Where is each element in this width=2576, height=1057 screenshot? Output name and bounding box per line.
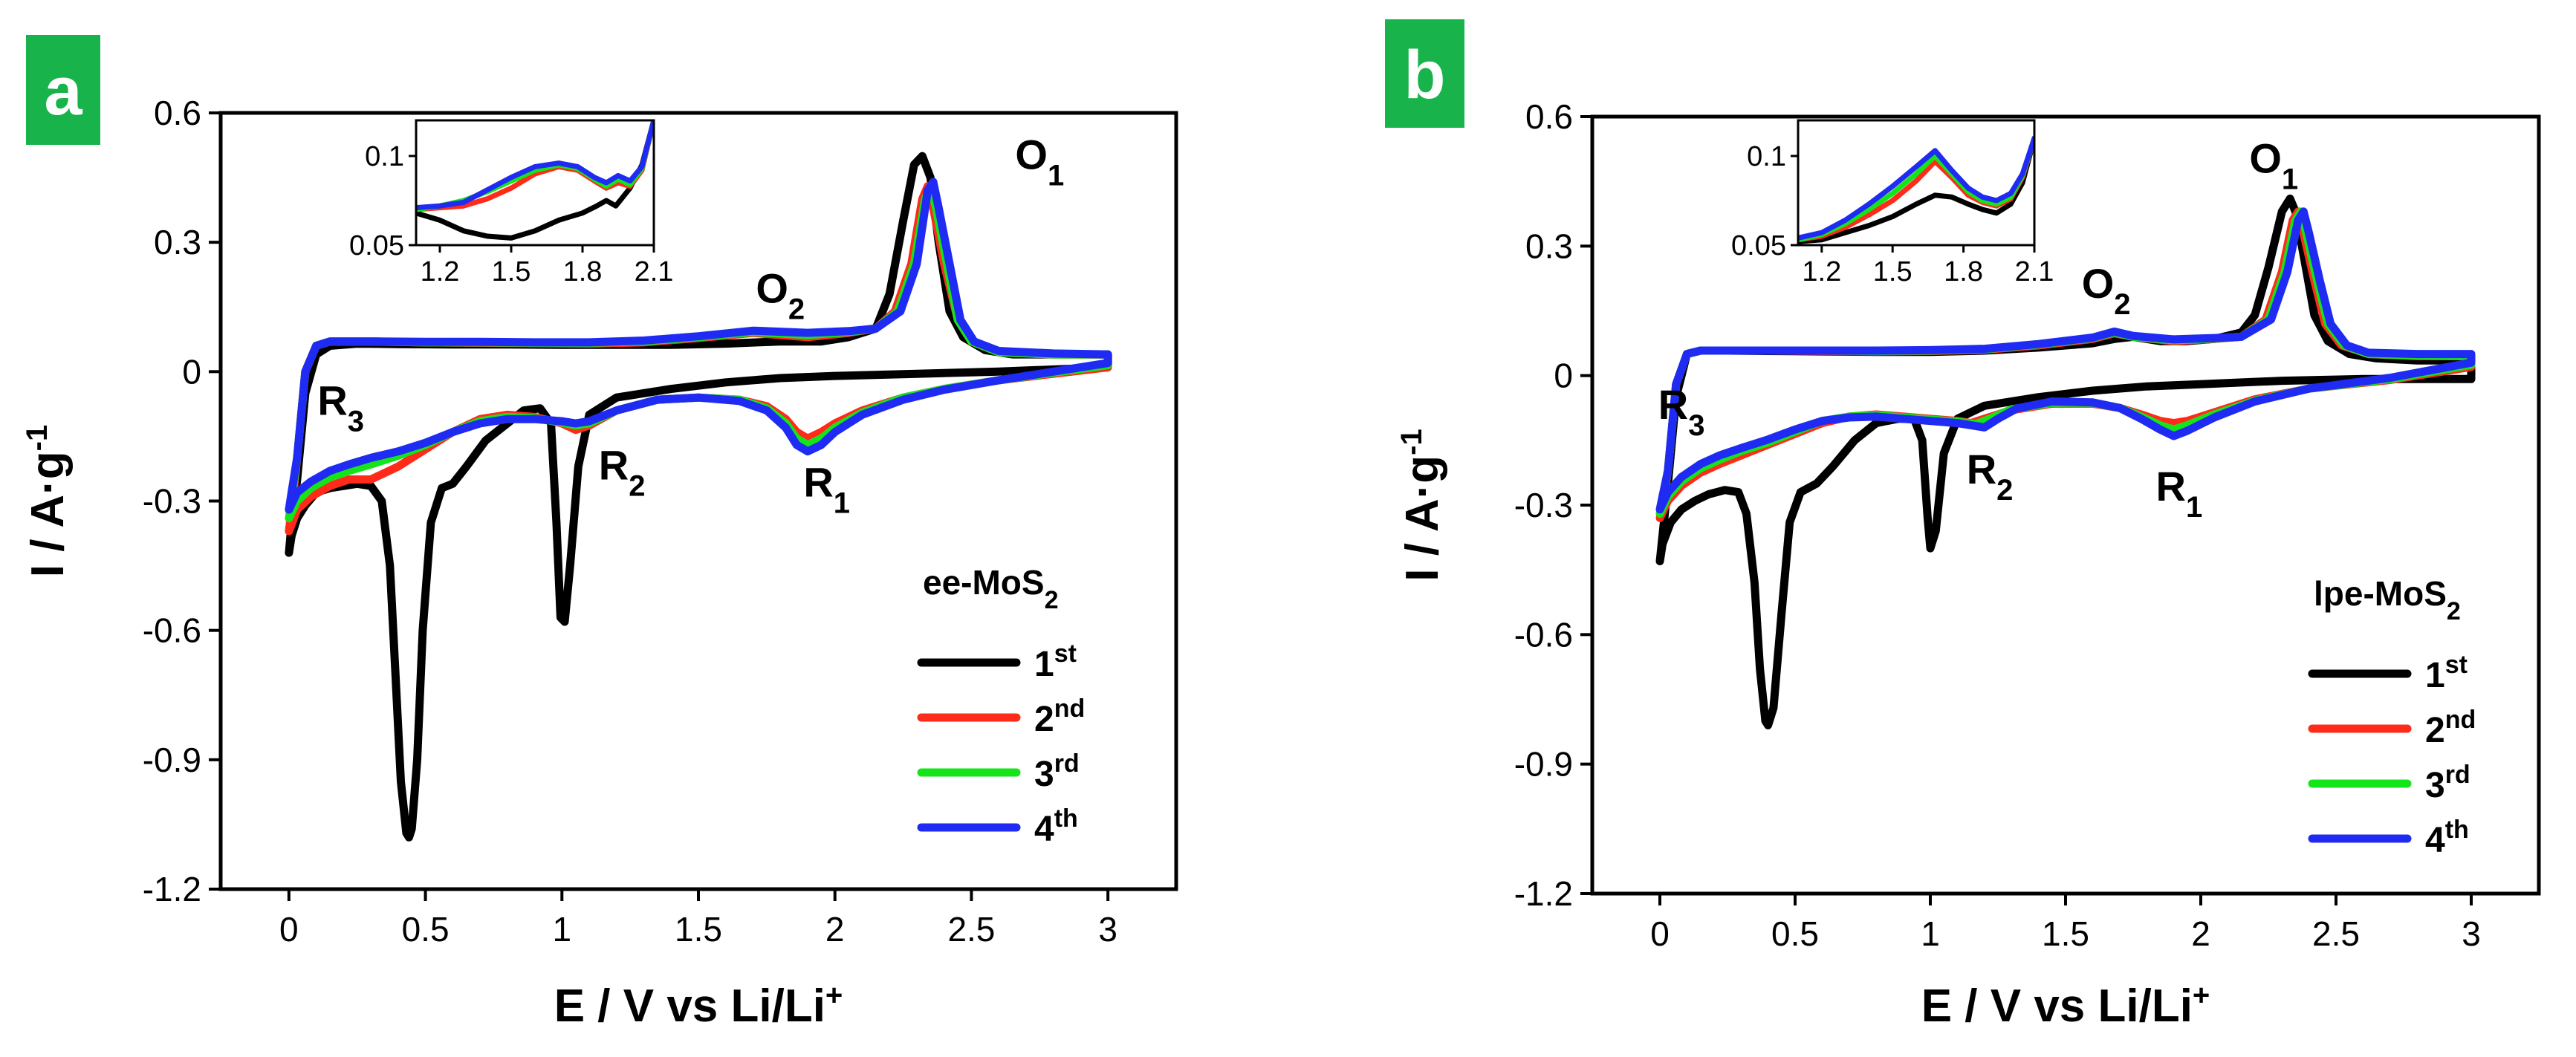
inset-plot: 1.2 1.5 1.8 2.1 0.1 0.05 [1731, 119, 2054, 287]
y-tick-label: 0 [182, 352, 201, 391]
series-line-1st [1655, 194, 2476, 729]
peak-label-O1: O1 [2249, 135, 2298, 196]
inset-x-tick-label: 1.2 [1802, 256, 1841, 287]
legend-entry-2nd: 2nd [1034, 695, 1085, 739]
series-line-1st [285, 152, 1112, 842]
peak-label-R3: R3 [317, 377, 364, 438]
y-tick-label: 0 [1554, 357, 1573, 395]
inset-plot: 1.2 1.5 1.8 2.1 0.1 0.05 [349, 119, 674, 287]
panel-badge [26, 35, 100, 145]
y-tick-label: 0.3 [154, 223, 201, 261]
y-tick-label: -0.6 [143, 611, 201, 650]
chart-panel-a: a 0 0.5 1 1.5 2 2.5 3 0.6 0.3 0 -0.3 -0.6 -0.9 -1.2 E /… [21, 35, 1178, 1032]
peak-label-R3: R3 [1658, 381, 1705, 442]
x-tick-label: 2.5 [947, 910, 995, 949]
inset-series-line [416, 120, 654, 211]
y-tick-label: 0.6 [1525, 97, 1573, 136]
peak-label-O2: O2 [2082, 260, 2131, 321]
series-group [1655, 194, 2476, 729]
y-tick-label: -0.9 [1514, 745, 1573, 784]
inset-series-line [1798, 135, 2034, 241]
inset-x-tick-label: 2.1 [635, 256, 674, 287]
legend-entry-1st: 1st [1034, 640, 1077, 684]
panel-label: b [1404, 37, 1445, 113]
inset-x-tick-label: 1.5 [1873, 256, 1912, 287]
inset-y-tick-label: 0.1 [1747, 141, 1786, 172]
y-axis-label: I / A·g-1 [21, 425, 74, 577]
series-group [285, 152, 1112, 842]
x-tick-label: 1 [552, 910, 571, 949]
x-tick-label: 1.5 [2042, 914, 2089, 953]
inset-series-line [1798, 135, 2034, 243]
inset-series-group [1798, 135, 2034, 244]
inset-y-tick-label: 0.05 [1731, 230, 1786, 261]
inset-x-tick-label: 2.1 [2015, 256, 2054, 287]
inset-series-line [416, 120, 654, 241]
peak-label-O2: O2 [756, 264, 805, 325]
peak-label-R1: R1 [803, 459, 850, 520]
x-axis-label: E / V vs Li/Li+ [1921, 979, 2210, 1032]
inset-y-tick-label: 0.1 [365, 141, 404, 172]
x-tick-label: 2 [2191, 914, 2210, 953]
x-tick-label: 3 [2462, 914, 2481, 953]
inset-frame [1797, 119, 2036, 247]
peak-label-R2: R2 [1967, 446, 2014, 507]
legend: ee-MoS2 1st 2nd 3rd 4th [917, 563, 1085, 849]
chart-panel-b: b 0 0.5 1 1.5 2 2.5 3 0.6 0.3 0 -0.3 -0.6 -0.9 -1.2 E /… [1385, 19, 2541, 1032]
x-tick-label: 0.5 [402, 910, 450, 949]
y-axis-label: I / A·g-1 [1395, 429, 1448, 581]
x-tick-label: 0 [279, 910, 299, 949]
inset-series-line [1798, 135, 2034, 244]
legend-entry-2nd: 2nd [2425, 706, 2476, 750]
plot-frame [218, 111, 1178, 891]
inset-x-tick-label: 1.8 [563, 256, 603, 287]
panel-badge [1385, 19, 1464, 128]
series-line-4th [285, 178, 1112, 514]
peak-label-R1: R1 [2156, 463, 2203, 524]
inset-x-tick-label: 1.8 [1944, 256, 1983, 287]
y-tick-label: -1.2 [1514, 874, 1573, 913]
y-tick-label: 0.3 [1525, 227, 1573, 265]
peak-label-R2: R2 [599, 441, 646, 502]
legend-entry-3rd: 3rd [1034, 749, 1080, 794]
legend-title: lpe-MoS2 [2314, 574, 2461, 625]
y-tick-label: 0.6 [154, 94, 201, 132]
x-tick-label: 0 [1650, 914, 1670, 953]
legend-entry-3rd: 3rd [2425, 761, 2470, 805]
inset-frame [415, 119, 655, 247]
legend-entry-4th: 4th [1034, 804, 1078, 849]
x-tick-label: 2.5 [2312, 914, 2360, 953]
y-tick-label: -0.3 [143, 482, 201, 521]
inset-series-group [416, 120, 654, 241]
series-line-4th [1655, 207, 2476, 514]
legend-entry-4th: 4th [2425, 816, 2469, 860]
panel-label: a [44, 53, 82, 129]
x-tick-label: 3 [1098, 910, 1117, 949]
y-tick-label: -0.3 [1514, 486, 1573, 524]
legend: lpe-MoS2 1st 2nd 3rd 4th [2308, 574, 2476, 860]
legend-title: ee-MoS2 [923, 563, 1059, 614]
inset-x-tick-label: 1.5 [492, 256, 531, 287]
x-tick-label: 1 [1921, 914, 1940, 953]
y-tick-label: -0.6 [1514, 615, 1573, 654]
x-tick-label: 0.5 [1771, 914, 1819, 953]
x-axis-label: E / V vs Li/Li+ [554, 979, 843, 1032]
series-line-2nd [285, 182, 1112, 536]
y-tick-label: -0.9 [143, 741, 201, 779]
x-tick-label: 1.5 [675, 910, 722, 949]
inset-y-tick-label: 0.05 [349, 230, 404, 261]
inset-x-tick-label: 1.2 [421, 256, 460, 287]
y-tick-label: -1.2 [143, 870, 201, 908]
peak-label-O1: O1 [1015, 131, 1064, 192]
x-tick-label: 2 [825, 910, 845, 949]
legend-entry-1st: 1st [2425, 651, 2468, 695]
